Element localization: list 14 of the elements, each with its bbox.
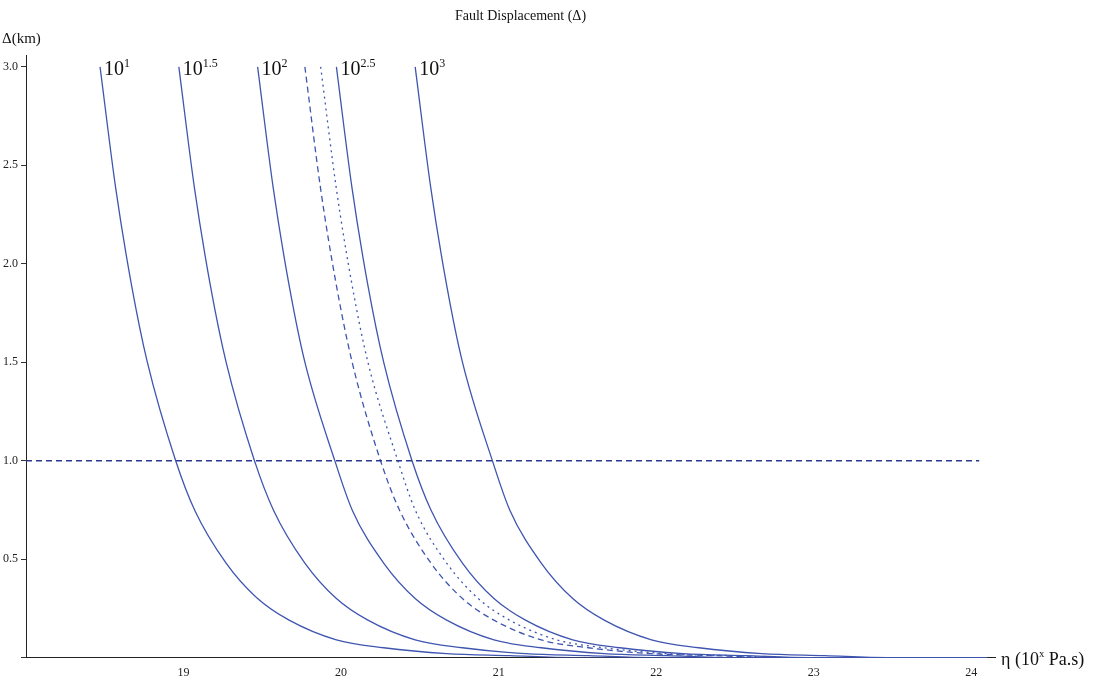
y-tick-label: 2.0	[3, 255, 18, 270]
y-tick-label: 0.5	[3, 551, 18, 566]
y-axis-title: Δ(km)	[2, 30, 41, 47]
x-tick-label: 19	[177, 664, 190, 679]
x-tick-label: 21	[492, 664, 505, 679]
y-tick-label: 1.0	[3, 452, 18, 467]
y-tick-label: 2.5	[3, 157, 18, 172]
y-tick-label: 1.5	[3, 354, 18, 369]
chart-title: Fault Displacement (Δ)	[454, 8, 587, 24]
x-tick-label: 20	[335, 664, 348, 679]
y-tick-label: 3.0	[3, 58, 18, 73]
x-tick-label: 22	[650, 664, 663, 679]
x-tick-label: 23	[807, 664, 820, 679]
x-tick-label: 24	[965, 664, 978, 679]
